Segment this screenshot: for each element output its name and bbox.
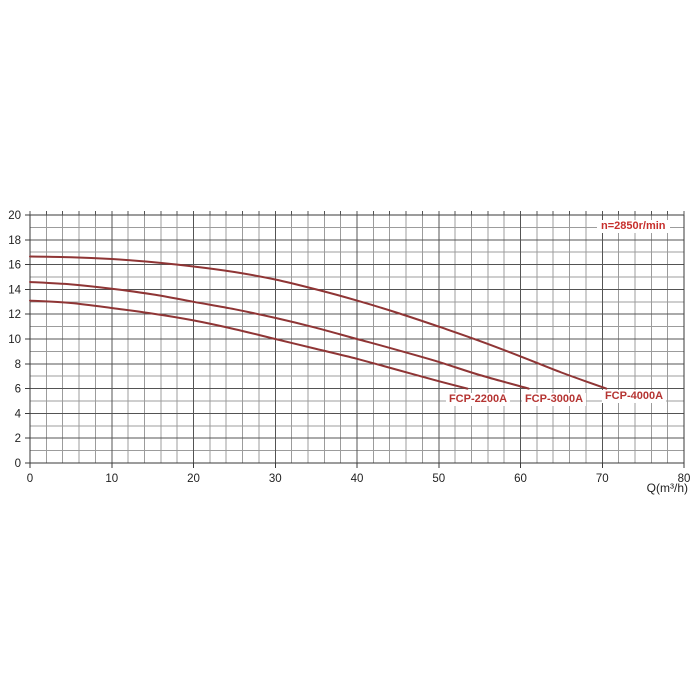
x-tick-label: 70 xyxy=(596,473,609,485)
y-tick-label: 14 xyxy=(8,284,21,296)
y-tick-label: 8 xyxy=(15,359,21,371)
y-tick-label: 16 xyxy=(8,260,21,272)
x-tick-label: 30 xyxy=(269,473,282,485)
series-label-fcp-2200a: FCP-2200A xyxy=(445,393,511,406)
pump-curve-fcp-4000a xyxy=(29,255,608,390)
x-axis-unit-label: Q(m³/h) xyxy=(646,481,688,495)
y-tick-label: 12 xyxy=(8,309,21,321)
x-tick-label: 80 xyxy=(678,473,691,485)
y-tick-label: 20 xyxy=(8,210,21,222)
x-tick-label: 50 xyxy=(432,473,445,485)
y-tick-label: 6 xyxy=(15,384,21,396)
x-tick-label: 60 xyxy=(514,473,527,485)
y-tick-label: 18 xyxy=(8,235,21,247)
x-tick-label: 40 xyxy=(351,473,364,485)
y-tick-label: 4 xyxy=(15,408,22,420)
x-tick-label: 0 xyxy=(27,473,33,485)
series-label-fcp-4000a: FCP-4000A xyxy=(601,390,667,403)
speed-annotation: n=2850r/min xyxy=(597,220,670,233)
pump-curve-fcp-2200a xyxy=(29,299,469,390)
y-tick-label: 0 xyxy=(15,458,21,470)
y-tick-label: 2 xyxy=(15,433,21,445)
x-tick-label: 20 xyxy=(187,473,200,485)
pump-curve-fcp-3000a xyxy=(29,281,530,390)
x-tick-label: 10 xyxy=(105,473,118,485)
series-label-fcp-3000a: FCP-3000A xyxy=(521,393,587,406)
y-tick-label: 10 xyxy=(8,334,21,346)
